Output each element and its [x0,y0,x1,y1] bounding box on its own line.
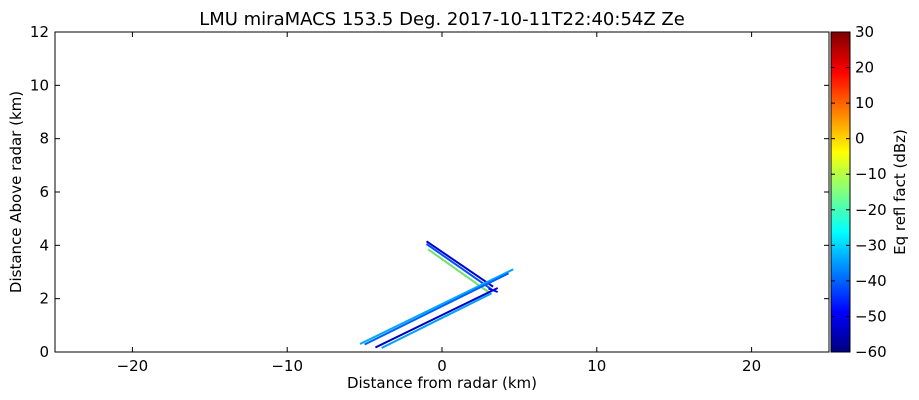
colorbar-label: Eq refl fact (dBz) [891,129,909,255]
y-tick-label: 4 [39,236,49,254]
beam-series-4 [359,268,514,345]
colorbar [830,31,851,353]
plot-area [359,240,514,349]
colorbar-axis: 30 20 10 0 −10 −20 −30 −40 −50 −60 [831,23,887,361]
y-tick-label: 2 [39,290,49,308]
x-tick-label: 10 [587,357,606,375]
y-tick-label: 0 [39,343,49,361]
x-tick-label: 20 [742,357,761,375]
y-axis-label: Distance Above radar (km) [7,91,25,293]
plot-frame [54,31,830,353]
colorbar-tick-label: 20 [855,59,874,77]
colorbar-tick-label: 10 [855,94,874,112]
beam-series-2 [425,243,493,291]
x-tick-label: −20 [117,357,149,375]
colorbar-tick-label: 0 [855,130,865,148]
colorbar-tick-label: −10 [855,165,887,183]
x-tick-label: −10 [271,357,303,375]
colorbar-tick-label: 30 [855,23,874,41]
beam-series-5 [364,272,510,346]
chart-title: LMU miraMACS 153.5 Deg. 2017-10-11T22:40… [199,9,685,30]
beam-series-6 [374,287,499,349]
x-axis: −20 −10 0 10 20 [117,32,761,375]
beam-series-3 [427,248,489,293]
colorbar-tick-label: −30 [855,236,887,254]
y-tick-label: 12 [30,23,49,41]
y-tick-label: 8 [39,130,49,148]
colorbar-tick-label: −50 [855,307,887,325]
y-tick-label: 10 [30,76,49,94]
x-tick-label: 0 [437,357,447,375]
colorbar-tick-label: −20 [855,201,887,219]
x-axis-label: Distance from radar (km) [347,374,537,392]
y-tick-label: 6 [39,183,49,201]
colorbar-tick-label: −40 [855,272,887,290]
colorbar-tick-label: −60 [855,343,887,361]
beam-series-7 [381,292,492,349]
beam-series-1 [425,240,494,288]
beam-series-8 [488,287,499,293]
